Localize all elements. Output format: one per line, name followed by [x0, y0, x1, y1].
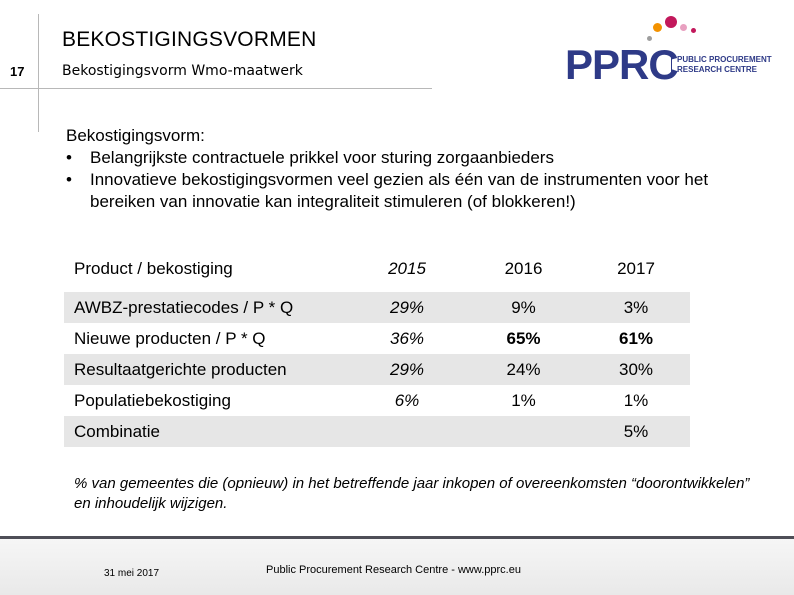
header-2016: 2016 — [465, 246, 582, 292]
logo-dot-magenta-small — [691, 28, 696, 33]
table-row: Resultaatgerichte producten 29% 24% 30% — [64, 354, 690, 385]
cell-2017: 61% — [582, 323, 690, 354]
footer-credit: Public Procurement Research Centre - www… — [266, 564, 521, 576]
page-title: BEKOSTIGINGSVORMEN — [62, 28, 317, 51]
row-label: Populatiebekostiging — [64, 385, 349, 416]
cell-2016 — [465, 416, 582, 447]
row-label: Resultaatgerichte producten — [64, 354, 349, 385]
cell-2015: 36% — [349, 323, 465, 354]
row-label: AWBZ-prestatiecodes / P * Q — [64, 292, 349, 323]
logo-separator — [671, 52, 672, 78]
cell-2015: 29% — [349, 354, 465, 385]
cell-2015 — [349, 416, 465, 447]
table-header-row: Product / bekostiging 2015 2016 2017 — [64, 246, 690, 292]
cell-2017: 30% — [582, 354, 690, 385]
bullet-mark: • — [66, 170, 72, 189]
bullet-text: Belangrijkste contractuele prikkel voor … — [90, 148, 554, 167]
bullet-item: • Innovatieve bekostigingsvormen veel gez… — [66, 169, 766, 213]
logo-subtitle: PUBLIC PROCUREMENT RESEARCH CENTRE — [677, 55, 772, 75]
header-2015: 2015 — [349, 246, 465, 292]
cell-2016: 9% — [465, 292, 582, 323]
footer-band — [0, 538, 794, 595]
cell-2016: 65% — [465, 323, 582, 354]
logo-dot-orange — [653, 23, 662, 32]
table-row: Nieuwe producten / P * Q 36% 65% 61% — [64, 323, 690, 354]
header-2017: 2017 — [582, 246, 690, 292]
page-subtitle: Bekostigingsvorm Wmo-maatwerk — [62, 63, 303, 79]
logo-dot-pink — [680, 24, 687, 31]
pprc-logo: PPRC PUBLIC PROCUREMENT RESEARCH CENTRE — [565, 14, 785, 88]
header-product: Product / bekostiging — [64, 246, 349, 292]
bullet-item: • Belangrijkste contractuele prikkel voor… — [66, 147, 766, 169]
footer-date: 31 mei 2017 — [104, 568, 160, 579]
logo-wordmark: PPRC — [565, 41, 679, 88]
footnote: % van gemeentes die (opnieuw) in het bet… — [74, 475, 750, 512]
bullet-mark: • — [66, 148, 72, 167]
cell-2017: 1% — [582, 385, 690, 416]
cell-2017: 5% — [582, 416, 690, 447]
cell-2016: 24% — [465, 354, 582, 385]
table-row: Populatiebekostiging 6% 1% 1% — [64, 385, 690, 416]
header-divider — [0, 88, 432, 89]
row-label: Nieuwe producten / P * Q — [64, 323, 349, 354]
logo-dot-magenta-large — [665, 16, 677, 28]
logo-subtitle-line1: PUBLIC PROCUREMENT — [677, 55, 772, 64]
bullet-text: Innovatieve bekostigingsvormen veel gezi… — [90, 170, 709, 211]
bekostiging-table: Product / bekostiging 2015 2016 2017 AWB… — [64, 246, 690, 447]
cell-2016: 1% — [465, 385, 582, 416]
vertical-divider — [38, 14, 39, 132]
intro-text: Bekostigingsvorm: • Belangrijkste contrac… — [66, 125, 766, 213]
footer-rule — [0, 536, 794, 539]
cell-2015: 6% — [349, 385, 465, 416]
logo-subtitle-line2: RESEARCH CENTRE — [677, 65, 758, 74]
slide-number: 17 — [10, 64, 25, 79]
table-row: AWBZ-prestatiecodes / P * Q 29% 9% 3% — [64, 292, 690, 323]
row-label: Combinatie — [64, 416, 349, 447]
table-row: Combinatie 5% — [64, 416, 690, 447]
cell-2015: 29% — [349, 292, 465, 323]
cell-2017: 3% — [582, 292, 690, 323]
intro-heading: Bekostigingsvorm: — [66, 126, 205, 145]
logo-dot-grey — [647, 36, 652, 41]
